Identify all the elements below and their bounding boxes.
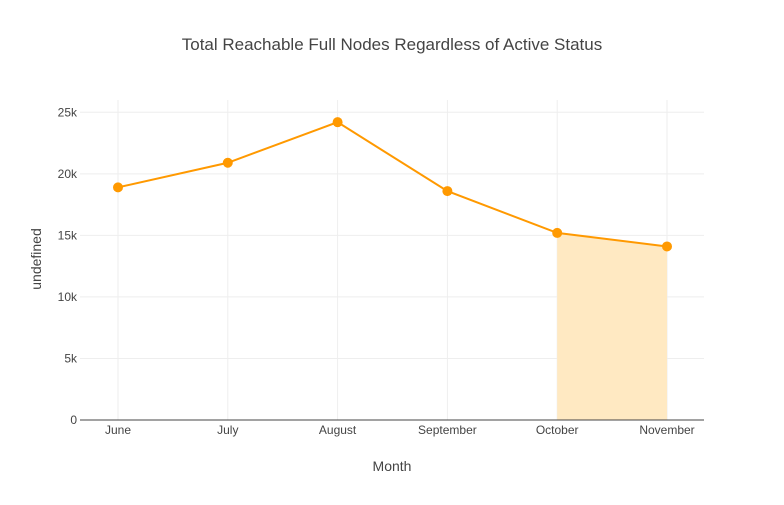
y-tick-label: 5k [64, 351, 78, 365]
x-tick-label: September [418, 423, 477, 437]
label-layer: 0 5k 10k 15k 20k 25k June July August September Oc… [58, 105, 695, 437]
shaded-region-layer [557, 232, 667, 420]
x-tick-label: June [105, 423, 131, 437]
x-tick-label: August [319, 423, 357, 437]
data-point[interactable] [113, 182, 123, 193]
x-axis-title: Month [373, 458, 412, 474]
y-tick-label: 15k [58, 228, 78, 242]
data-point[interactable] [662, 241, 672, 252]
x-tick-label: October [536, 423, 579, 437]
series-line [117, 121, 668, 248]
data-point[interactable] [332, 117, 343, 128]
y-tick-label: 25k [58, 105, 78, 119]
x-tick-label: July [217, 423, 238, 437]
y-tick-label: 10k [58, 290, 78, 304]
data-point[interactable] [552, 227, 563, 238]
series-layer [113, 117, 672, 252]
y-tick-label: 0 [70, 413, 77, 427]
data-point[interactable] [442, 186, 453, 197]
y-axis-title: undefined [28, 228, 44, 290]
y-tick-label: 20k [58, 167, 78, 181]
chart-title: Total Reachable Full Nodes Regardless of… [182, 35, 603, 54]
data-point[interactable] [222, 157, 233, 168]
shaded-area [557, 232, 667, 420]
x-tick-label: November [639, 423, 694, 437]
